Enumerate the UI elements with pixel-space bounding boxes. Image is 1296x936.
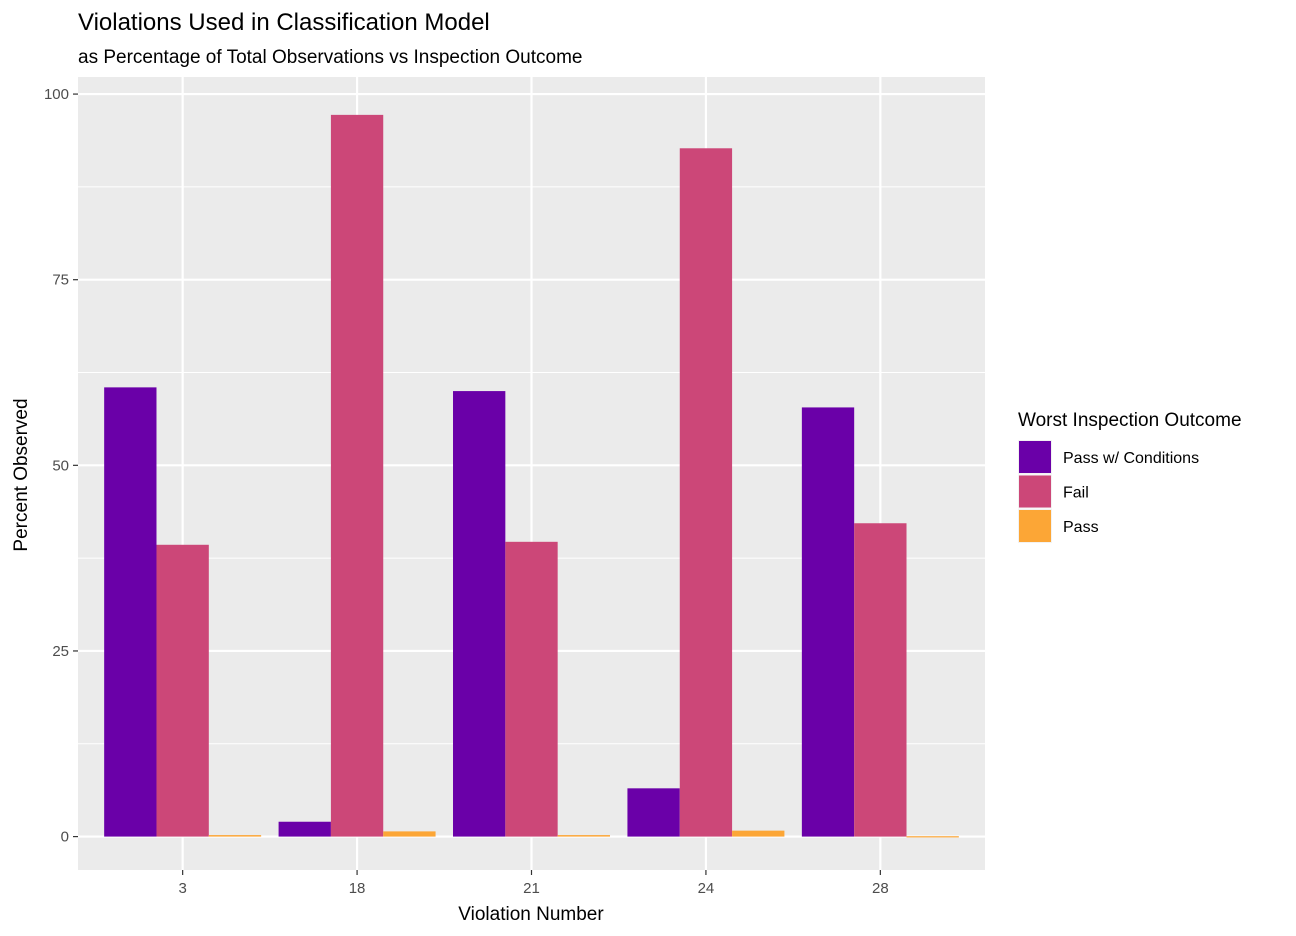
legend-swatch: [1019, 475, 1051, 508]
bar: [278, 821, 331, 837]
chart-subtitle: as Percentage of Total Observations vs I…: [78, 47, 582, 68]
bar: [679, 148, 733, 837]
legend-swatch: [1019, 441, 1051, 473]
x-tick-label: 21: [523, 880, 540, 897]
bar: [104, 387, 157, 837]
bar: [330, 114, 384, 837]
chart-title: Violations Used in Classification Model: [78, 9, 490, 36]
y-axis-title: Percent Observed: [11, 398, 32, 551]
y-axis: 0 25 50 75 100: [44, 86, 78, 846]
bar: [906, 836, 959, 838]
bar: [854, 523, 907, 837]
bars: [104, 114, 959, 838]
y-tick-label: 100: [44, 86, 69, 103]
bar: [453, 391, 506, 837]
legend: Worst Inspection Outcome Pass w/ Conditi…: [1018, 410, 1242, 543]
bar: [505, 541, 558, 837]
y-tick-label: 75: [52, 272, 69, 289]
legend-title: Worst Inspection Outcome: [1018, 410, 1242, 431]
bar: [208, 835, 262, 837]
legend-label: Fail: [1063, 485, 1089, 502]
y-tick-label: 50: [52, 457, 69, 474]
bar: [627, 788, 680, 837]
x-tick-label: 24: [698, 880, 715, 897]
y-tick-label: 0: [61, 829, 69, 846]
bar: [557, 835, 610, 837]
bar: [801, 407, 855, 837]
x-axis-title: Violation Number: [458, 904, 604, 925]
x-tick-label: 18: [349, 880, 366, 897]
x-tick-label: 3: [178, 880, 186, 897]
bar: [156, 544, 209, 837]
legend-swatch: [1019, 510, 1051, 542]
y-tick-label: 25: [52, 643, 69, 660]
x-axis: 3 18 21 24 28: [178, 870, 889, 897]
bar: [383, 831, 436, 837]
legend-label: Pass: [1063, 519, 1099, 536]
bar: [732, 830, 785, 837]
x-tick-label: 28: [872, 880, 889, 897]
legend-label: Pass w/ Conditions: [1063, 450, 1199, 467]
